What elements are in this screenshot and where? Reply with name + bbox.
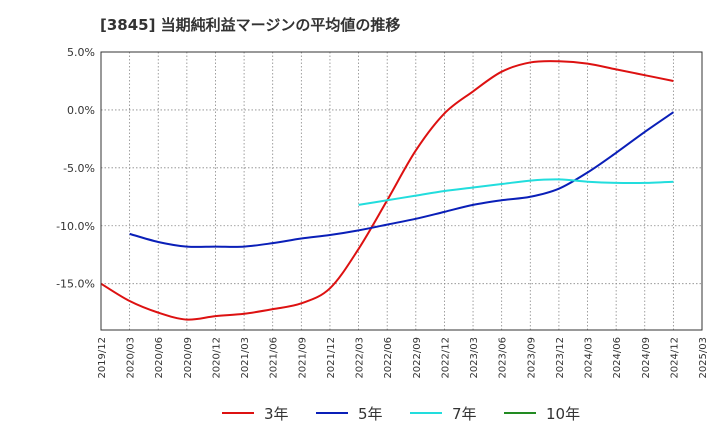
x-tick-label: 2022/09 bbox=[412, 337, 423, 379]
chart-title: [3845] 当期純利益マージンの平均値の推移 bbox=[100, 16, 401, 34]
legend-item-1: 5年 bbox=[316, 405, 383, 423]
legend-label: 3年 bbox=[264, 405, 289, 423]
x-tick-label: 2021/06 bbox=[269, 337, 280, 379]
x-tick-label: 2024/09 bbox=[641, 337, 652, 379]
x-tick-label: 2024/12 bbox=[669, 337, 680, 379]
x-tick-label: 2022/06 bbox=[383, 337, 394, 379]
x-tick-label: 2021/09 bbox=[297, 337, 308, 379]
series-lines bbox=[100, 60, 674, 321]
y-tick-label: -5.0% bbox=[63, 162, 95, 175]
x-tick-label: 2020/12 bbox=[211, 337, 222, 379]
x-tick-label: 2023/12 bbox=[555, 337, 566, 379]
x-tick-label: 2024/06 bbox=[612, 337, 623, 379]
x-tick-label: 2023/03 bbox=[469, 337, 480, 379]
legend-item-0: 3年 bbox=[222, 405, 289, 423]
legend-label: 5年 bbox=[358, 405, 383, 423]
x-tick-label: 2020/03 bbox=[126, 337, 137, 379]
x-tick-label: 2022/03 bbox=[355, 337, 366, 379]
legend-label: 10年 bbox=[546, 405, 580, 423]
y-tick-label: -15.0% bbox=[56, 278, 95, 291]
legend-label: 7年 bbox=[452, 405, 477, 423]
x-tick-label: 2021/03 bbox=[240, 337, 251, 379]
x-tick-label: 2020/09 bbox=[183, 337, 194, 379]
x-tick-label: 2023/09 bbox=[526, 337, 537, 379]
x-tick-label: 2021/12 bbox=[326, 337, 337, 379]
y-tick-label: 5.0% bbox=[67, 46, 95, 59]
grid bbox=[100, 51, 703, 330]
x-tick-label: 2025/03 bbox=[698, 337, 709, 379]
series-line-2 bbox=[358, 178, 674, 206]
legend-item-3: 10年 bbox=[504, 405, 580, 423]
x-axis: 2019/12 2020/03 2020/06 2020/09 2020/12 2021/… bbox=[97, 337, 709, 379]
x-tick-label: 2020/06 bbox=[154, 337, 165, 379]
series-line-1 bbox=[129, 111, 674, 248]
legend-item-2: 7年 bbox=[410, 405, 477, 423]
x-tick-label: 2019/12 bbox=[97, 337, 108, 379]
x-tick-label: 2024/03 bbox=[584, 337, 595, 379]
y-tick-label: -10.0% bbox=[56, 220, 95, 233]
x-tick-label: 2022/12 bbox=[440, 337, 451, 379]
x-tick-label: 2023/06 bbox=[498, 337, 509, 379]
legend: 3年 5年 7年 10年 bbox=[222, 405, 580, 423]
y-tick-label: 0.0% bbox=[67, 104, 95, 117]
y-axis: 5.0% 0.0% -5.0% -10.0% -15.0% bbox=[56, 46, 95, 291]
plot-area bbox=[100, 51, 703, 331]
